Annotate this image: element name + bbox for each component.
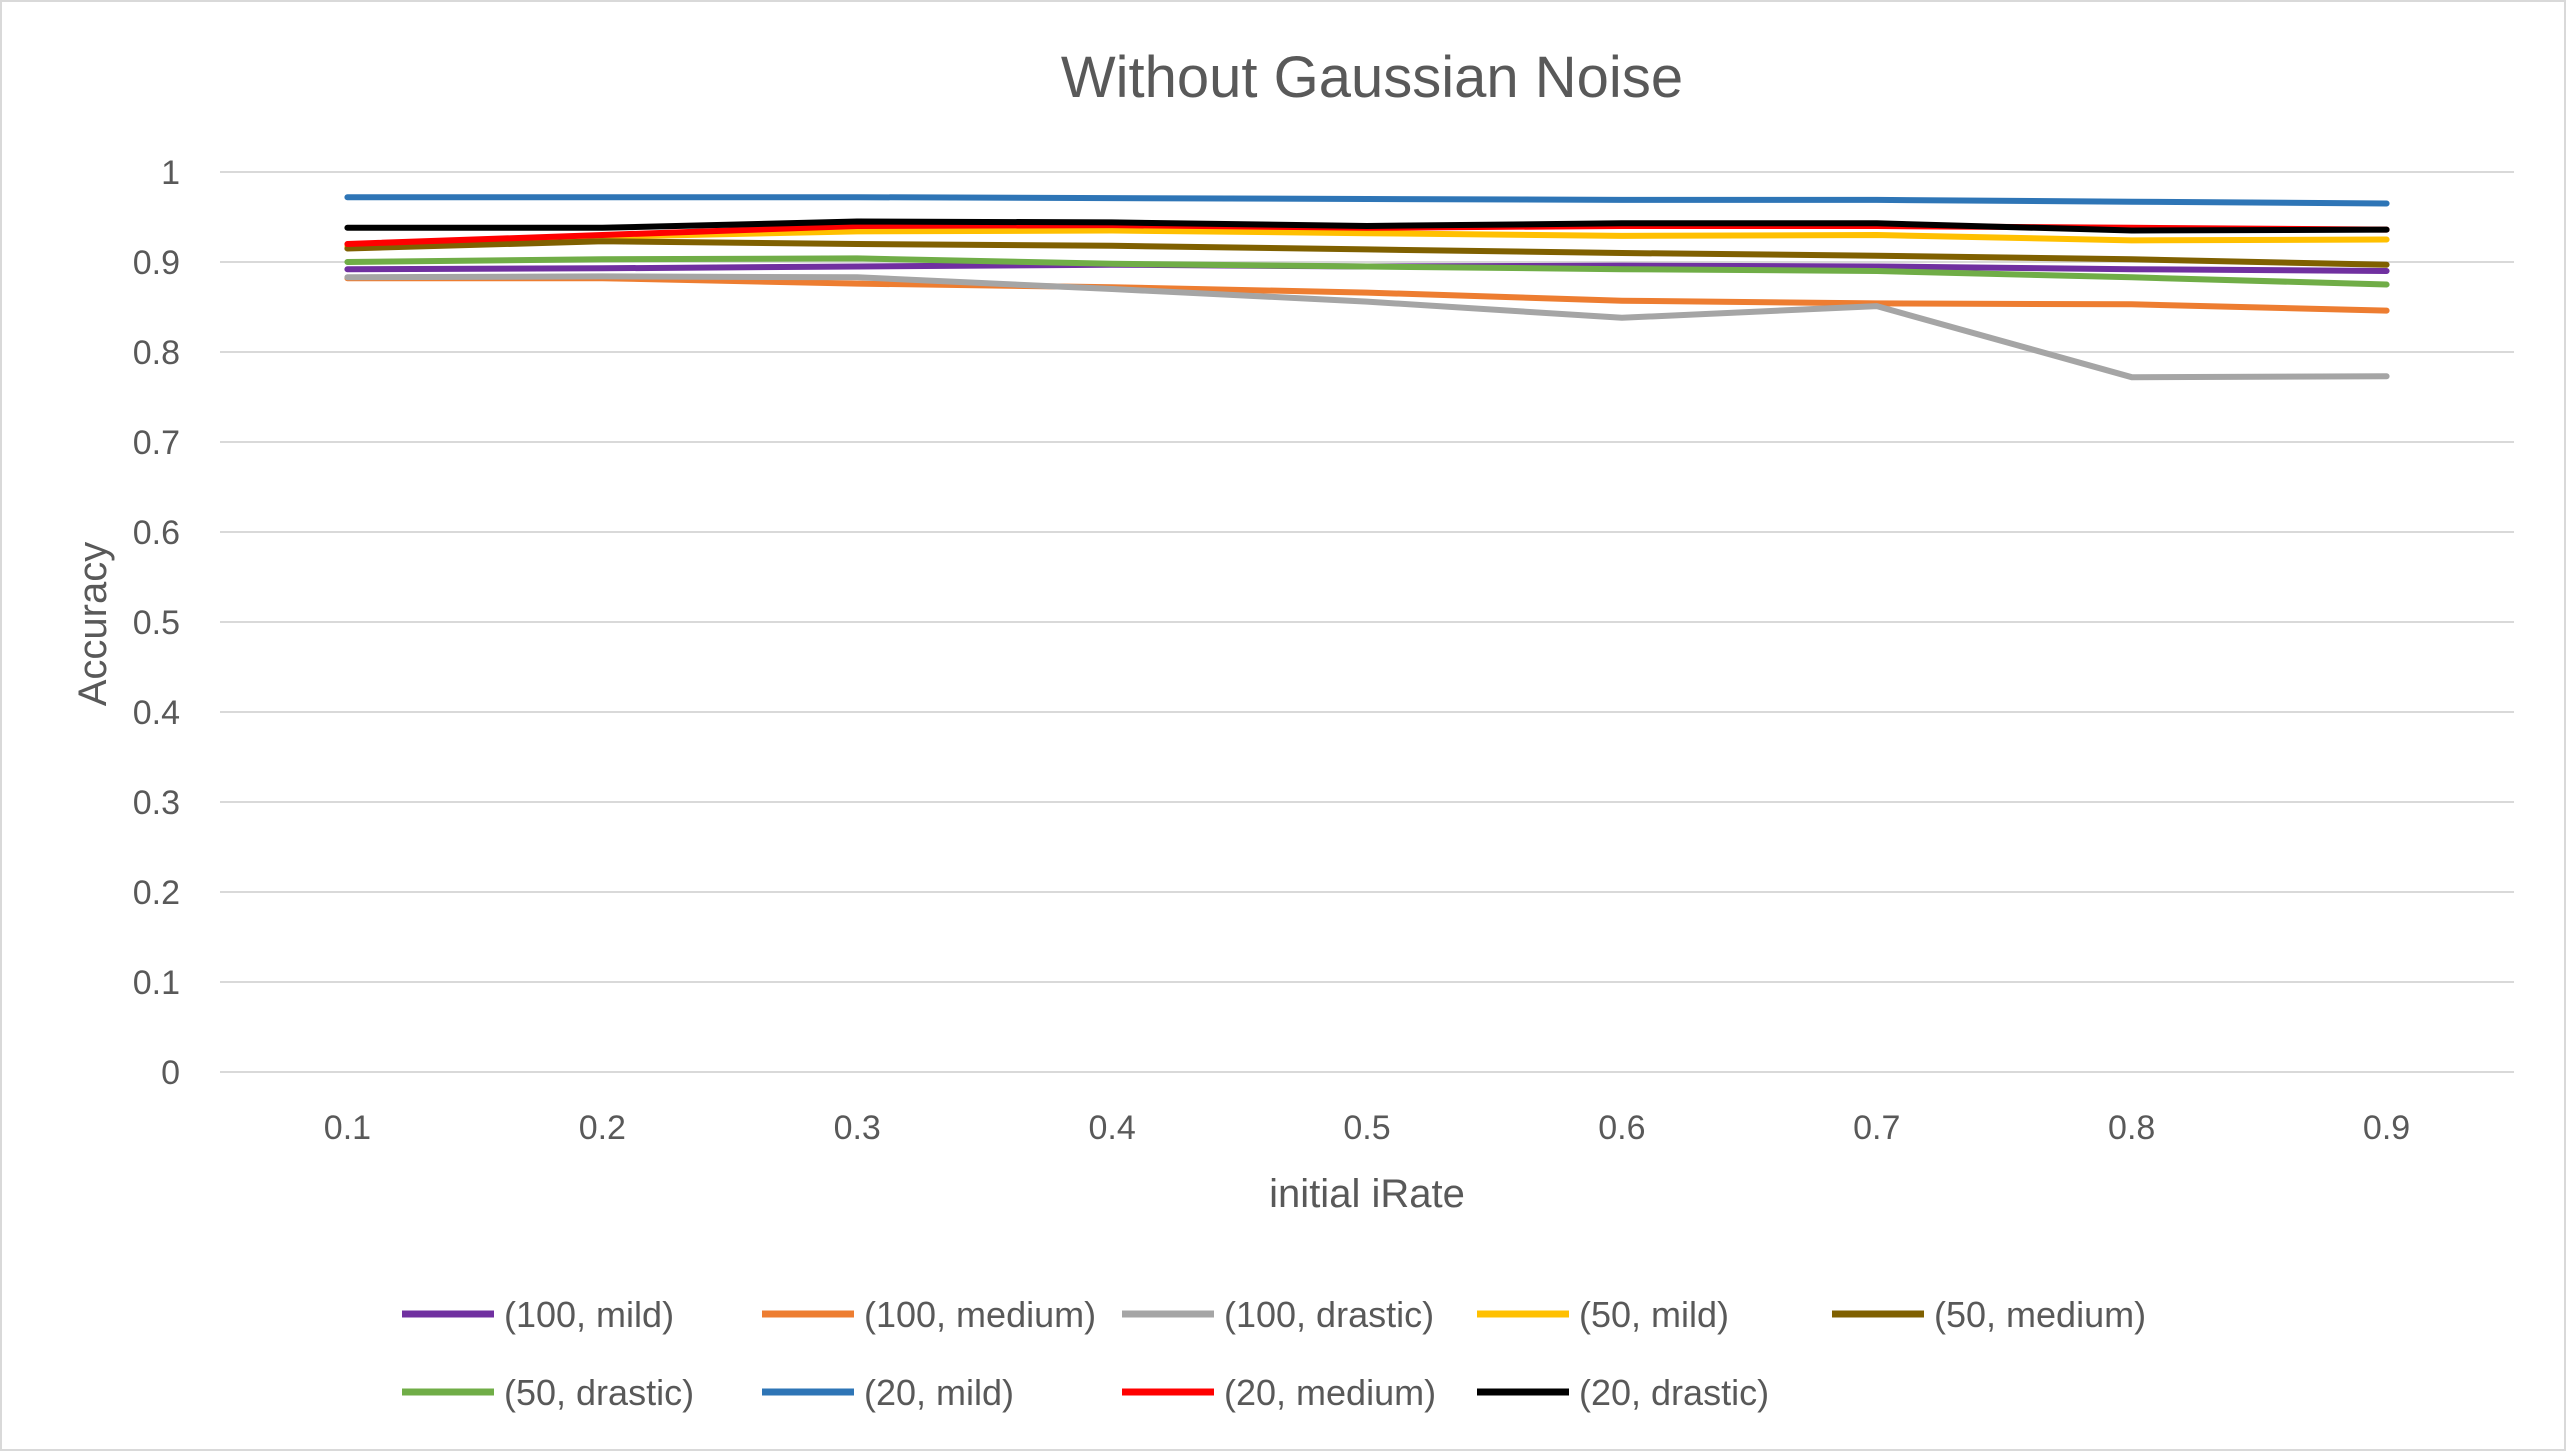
x-axis-title: initial iRate [1269, 1172, 1465, 1216]
x-tick-label: 0.7 [1853, 1109, 1900, 1147]
legend-item: (50, medium) [1832, 1294, 2146, 1335]
x-tick-label: 0.1 [324, 1109, 371, 1147]
legend: (100, mild) (100, medium) (100, drastic) (5… [402, 1294, 2146, 1413]
legend-label: (20, medium) [1224, 1372, 1436, 1413]
chart-title: Without Gaussian Noise [1061, 45, 1683, 110]
y-tick-label: 1 [161, 154, 180, 192]
y-tick-label: 0.5 [133, 604, 180, 642]
series-line-6 [344, 194, 2390, 207]
y-axis-ticks: 0 0.1 0.2 0.3 0.4 0.5 0.6 0.7 0.8 0.9 1 [133, 154, 180, 1092]
series-line-5 [344, 255, 2390, 288]
legend-label: (100, drastic) [1224, 1294, 1434, 1335]
legend-label: (20, mild) [864, 1372, 1014, 1413]
legend-label: (50, medium) [1934, 1294, 2146, 1335]
x-tick-label: 0.9 [2363, 1109, 2410, 1147]
series-line-1 [344, 275, 2390, 314]
legend-item: (20, drastic) [1477, 1372, 1769, 1413]
legend-item: (100, mild) [402, 1294, 674, 1335]
legend-item: (100, medium) [762, 1294, 1096, 1335]
x-tick-label: 0.8 [2108, 1109, 2155, 1147]
y-tick-label: 0 [161, 1054, 180, 1092]
legend-label: (50, mild) [1579, 1294, 1729, 1335]
legend-item: (50, mild) [1477, 1294, 1729, 1335]
legend-label: (50, drastic) [504, 1372, 694, 1413]
series-lines [344, 194, 2390, 381]
legend-label: (20, drastic) [1579, 1372, 1769, 1413]
legend-item: (20, medium) [1122, 1372, 1436, 1413]
y-tick-label: 0.1 [133, 964, 180, 1002]
legend-item: (100, drastic) [1122, 1294, 1434, 1335]
x-tick-label: 0.6 [1598, 1109, 1645, 1147]
x-tick-label: 0.4 [1088, 1109, 1135, 1147]
y-tick-label: 0.3 [133, 784, 180, 822]
legend-label: (100, medium) [864, 1294, 1096, 1335]
x-tick-label: 0.3 [834, 1109, 881, 1147]
x-tick-label: 0.5 [1343, 1109, 1390, 1147]
legend-item: (50, drastic) [402, 1372, 694, 1413]
y-tick-label: 0.9 [133, 244, 180, 282]
y-axis-title: Accuracy [71, 542, 115, 707]
y-tick-label: 0.6 [133, 514, 180, 552]
series-line-4 [344, 238, 2390, 268]
series-line-2 [344, 273, 2390, 381]
x-tick-label: 0.2 [579, 1109, 626, 1147]
legend-item: (20, mild) [762, 1372, 1014, 1413]
y-tick-label: 0.4 [133, 694, 180, 732]
series-line-8 [344, 218, 2390, 234]
y-tick-label: 0.7 [133, 424, 180, 462]
x-axis-ticks: 0.1 0.2 0.3 0.4 0.5 0.6 0.7 0.8 0.9 [324, 1109, 2410, 1147]
y-tick-label: 0.8 [133, 334, 180, 372]
y-tick-label: 0.2 [133, 874, 180, 912]
legend-label: (100, mild) [504, 1294, 674, 1335]
